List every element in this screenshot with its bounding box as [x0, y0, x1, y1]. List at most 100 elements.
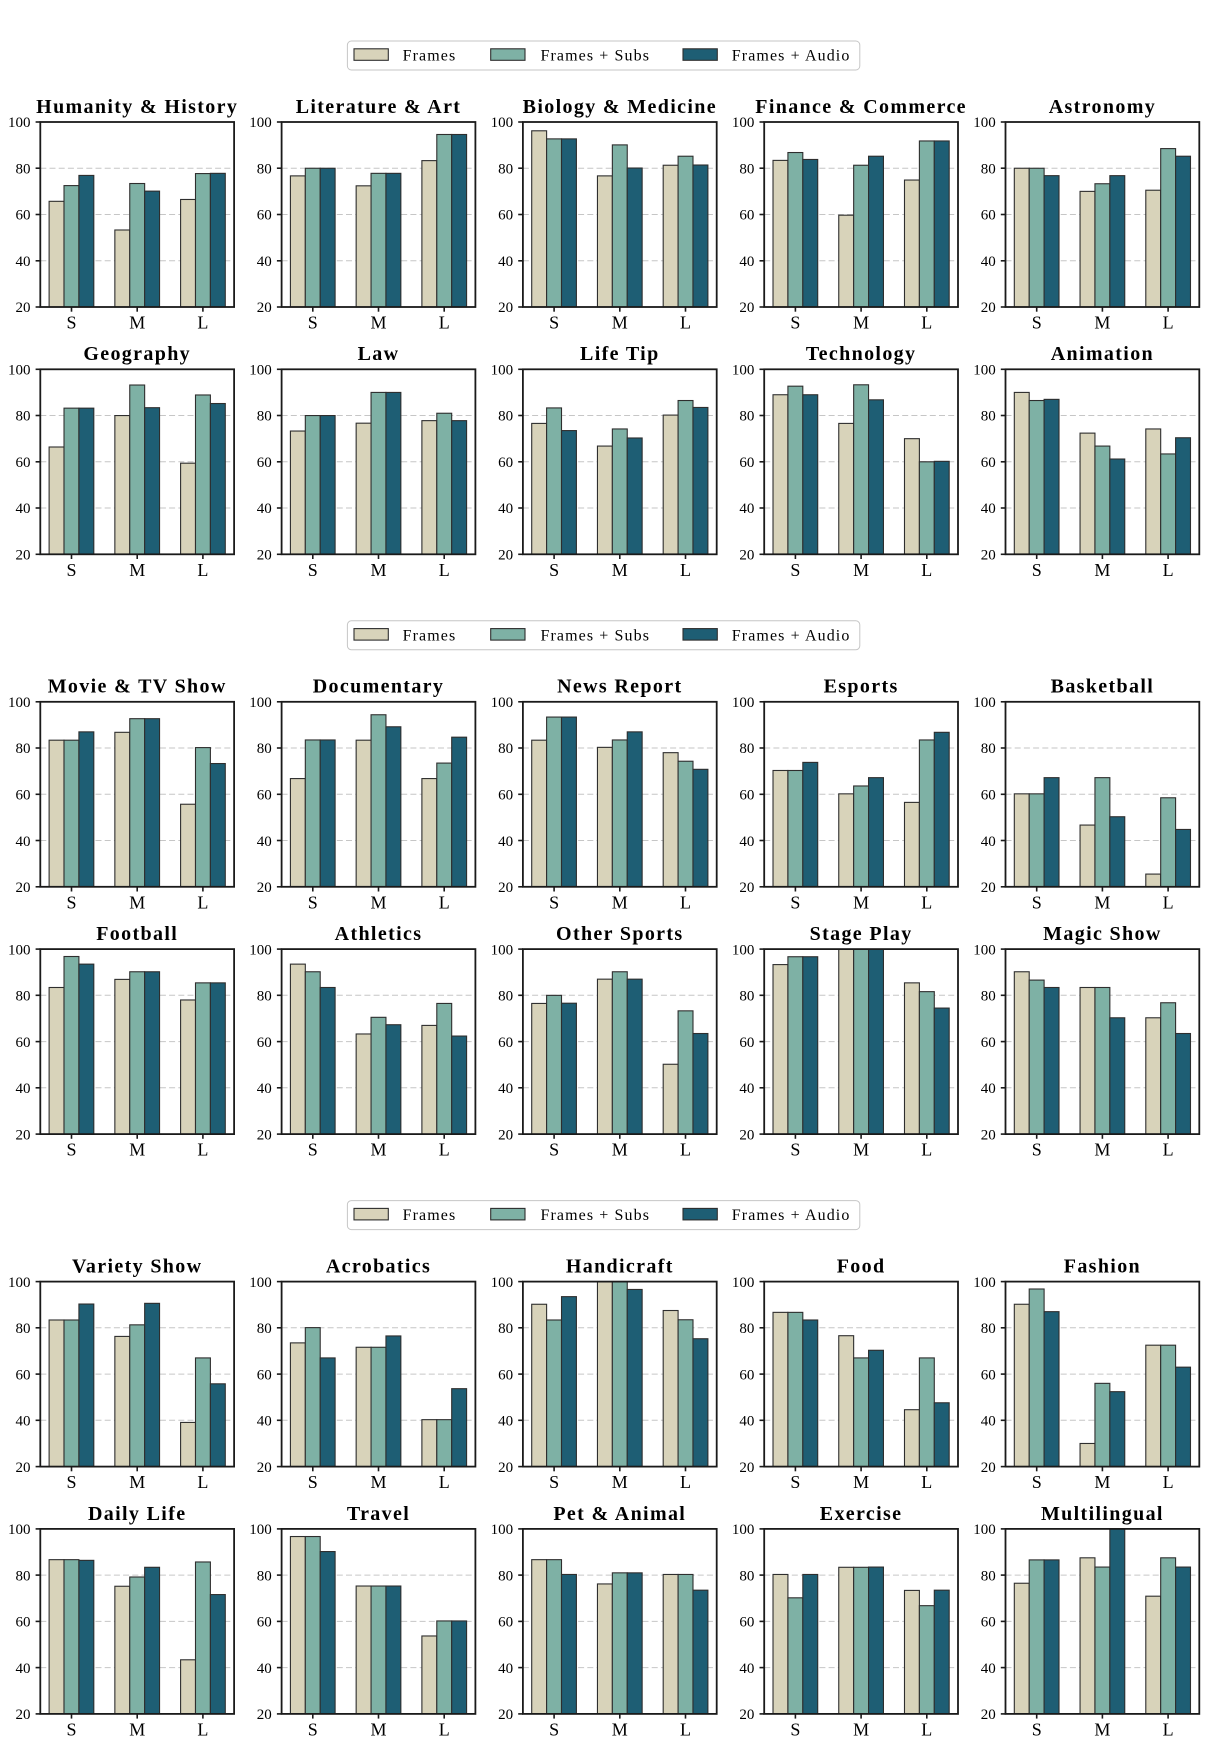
- svg-text:Fashion: Fashion: [1064, 1256, 1141, 1278]
- svg-text:20: 20: [981, 548, 996, 564]
- svg-text:L: L: [921, 313, 932, 333]
- svg-text:M: M: [612, 892, 628, 912]
- svg-text:80: 80: [498, 741, 513, 757]
- svg-text:40: 40: [16, 254, 31, 270]
- svg-text:80: 80: [981, 1568, 996, 1584]
- svg-text:100: 100: [249, 942, 272, 958]
- svg-text:100: 100: [8, 1275, 31, 1291]
- svg-text:60: 60: [257, 455, 272, 471]
- svg-text:S: S: [308, 1472, 318, 1492]
- svg-text:80: 80: [739, 1321, 754, 1337]
- svg-text:40: 40: [739, 1081, 754, 1097]
- svg-text:40: 40: [16, 1661, 31, 1677]
- svg-text:20: 20: [498, 300, 513, 316]
- svg-text:60: 60: [981, 1035, 996, 1051]
- svg-text:40: 40: [498, 1414, 513, 1430]
- svg-text:40: 40: [981, 501, 996, 517]
- svg-text:L: L: [1163, 1140, 1174, 1160]
- svg-text:60: 60: [16, 455, 31, 471]
- svg-text:M: M: [370, 560, 386, 580]
- svg-text:20: 20: [739, 1127, 754, 1143]
- svg-text:M: M: [370, 1719, 386, 1739]
- svg-text:100: 100: [973, 1275, 996, 1291]
- svg-text:L: L: [439, 313, 450, 333]
- svg-text:100: 100: [973, 115, 996, 131]
- svg-text:20: 20: [739, 548, 754, 564]
- svg-text:60: 60: [498, 1035, 513, 1051]
- svg-text:100: 100: [249, 1275, 272, 1291]
- svg-text:100: 100: [249, 115, 272, 131]
- svg-text:100: 100: [491, 1275, 514, 1291]
- svg-text:40: 40: [257, 254, 272, 270]
- svg-text:Frames + Subs: Frames + Subs: [541, 1207, 651, 1224]
- svg-text:S: S: [1032, 560, 1042, 580]
- svg-text:60: 60: [498, 455, 513, 471]
- svg-text:L: L: [680, 560, 691, 580]
- svg-text:L: L: [197, 1472, 208, 1492]
- svg-text:100: 100: [8, 115, 31, 131]
- svg-text:Geography: Geography: [83, 343, 191, 365]
- svg-text:S: S: [308, 1719, 318, 1739]
- svg-text:M: M: [129, 560, 145, 580]
- svg-text:S: S: [549, 1140, 559, 1160]
- svg-text:L: L: [921, 1140, 932, 1160]
- svg-text:60: 60: [498, 788, 513, 804]
- svg-text:Acrobatics: Acrobatics: [326, 1256, 431, 1278]
- svg-text:M: M: [612, 1140, 628, 1160]
- svg-text:Astronomy: Astronomy: [1049, 96, 1156, 118]
- svg-text:80: 80: [739, 989, 754, 1005]
- svg-text:20: 20: [16, 1127, 31, 1143]
- svg-text:Athletics: Athletics: [335, 923, 423, 945]
- svg-text:20: 20: [16, 880, 31, 896]
- svg-text:60: 60: [498, 1615, 513, 1631]
- svg-text:100: 100: [8, 695, 31, 711]
- svg-text:M: M: [1094, 1140, 1110, 1160]
- svg-text:20: 20: [981, 1460, 996, 1476]
- svg-text:80: 80: [257, 1568, 272, 1584]
- svg-text:100: 100: [491, 942, 514, 958]
- svg-text:Variety Show: Variety Show: [72, 1256, 202, 1278]
- svg-text:L: L: [680, 892, 691, 912]
- svg-text:40: 40: [16, 501, 31, 517]
- svg-text:Animation: Animation: [1051, 343, 1154, 365]
- svg-text:40: 40: [498, 254, 513, 270]
- svg-text:100: 100: [973, 1522, 996, 1538]
- svg-text:S: S: [790, 1472, 800, 1492]
- svg-text:100: 100: [249, 695, 272, 711]
- svg-text:L: L: [1163, 1719, 1174, 1739]
- svg-text:60: 60: [257, 1615, 272, 1631]
- svg-text:M: M: [370, 313, 386, 333]
- svg-text:L: L: [197, 1719, 208, 1739]
- svg-text:80: 80: [981, 989, 996, 1005]
- svg-text:80: 80: [16, 1568, 31, 1584]
- svg-text:S: S: [1032, 1472, 1042, 1492]
- svg-text:40: 40: [498, 501, 513, 517]
- svg-text:80: 80: [498, 161, 513, 177]
- svg-text:40: 40: [498, 1661, 513, 1677]
- svg-text:L: L: [921, 1472, 932, 1492]
- svg-text:80: 80: [257, 989, 272, 1005]
- svg-text:80: 80: [739, 161, 754, 177]
- svg-text:80: 80: [498, 989, 513, 1005]
- svg-text:S: S: [66, 313, 76, 333]
- svg-text:Frames + Audio: Frames + Audio: [732, 1207, 851, 1224]
- svg-text:Frames: Frames: [403, 1207, 457, 1224]
- svg-text:S: S: [308, 1140, 318, 1160]
- svg-text:S: S: [308, 892, 318, 912]
- svg-text:L: L: [197, 892, 208, 912]
- svg-text:40: 40: [257, 1414, 272, 1430]
- svg-text:S: S: [790, 313, 800, 333]
- svg-text:Football: Football: [96, 923, 178, 945]
- svg-text:20: 20: [981, 300, 996, 316]
- svg-text:L: L: [680, 313, 691, 333]
- svg-text:Daily Life: Daily Life: [88, 1503, 187, 1525]
- svg-text:60: 60: [257, 1367, 272, 1383]
- svg-text:20: 20: [498, 1707, 513, 1723]
- svg-text:80: 80: [257, 161, 272, 177]
- svg-text:Life Tip: Life Tip: [580, 343, 660, 365]
- svg-text:60: 60: [257, 208, 272, 224]
- svg-text:L: L: [680, 1140, 691, 1160]
- svg-text:60: 60: [16, 1615, 31, 1631]
- svg-text:L: L: [439, 1719, 450, 1739]
- svg-text:L: L: [680, 1719, 691, 1739]
